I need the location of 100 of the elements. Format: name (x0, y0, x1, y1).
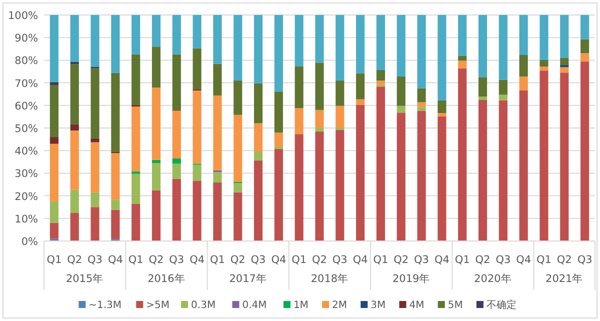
bar (152, 163, 161, 190)
bar (70, 212, 79, 241)
bar (50, 201, 58, 223)
bar (315, 15, 324, 63)
bar (50, 222, 58, 239)
bar (396, 76, 406, 106)
bar (376, 80, 386, 85)
bar (417, 107, 426, 111)
x-tick-label: Q4 (271, 254, 286, 266)
x-tick-label: Q4 (516, 254, 532, 266)
bar (498, 15, 508, 80)
x-tick-label: Q3 (414, 254, 430, 266)
x-tick-label: Q1 (46, 254, 62, 266)
bar (376, 70, 386, 81)
bar (336, 80, 344, 106)
bar (560, 67, 569, 73)
bar (438, 116, 446, 241)
y-tick-label: 60% (14, 100, 38, 112)
bar (458, 68, 467, 241)
text: 2019年 (392, 273, 430, 285)
x-tick-label: Q2 (556, 254, 572, 266)
bar (111, 200, 120, 210)
y-tick-label: 20% (14, 190, 38, 203)
bar (376, 86, 386, 241)
legend-label: 0.4M (242, 300, 267, 311)
bar (274, 15, 283, 92)
bar (152, 46, 161, 88)
bar (50, 137, 58, 144)
y-tick-label: 90% (14, 32, 38, 45)
bar (478, 96, 488, 100)
bar (580, 62, 590, 241)
bar (254, 83, 263, 124)
bar (274, 92, 283, 133)
text: 2021年 (546, 273, 584, 285)
bar (519, 15, 528, 55)
y-tick-label: 10% (14, 213, 38, 226)
bar (111, 15, 120, 73)
x-tick-label: Q1 (210, 254, 225, 266)
x-tick-label: Q1 (454, 254, 470, 266)
legend-label: >5M (146, 300, 170, 311)
x-tick-label: Q3 (169, 254, 184, 266)
bar (111, 153, 120, 200)
bar (234, 183, 242, 192)
bar (90, 207, 100, 241)
bar (132, 171, 140, 174)
bar (70, 64, 79, 124)
bar (540, 70, 548, 241)
bar (90, 68, 100, 138)
text: 2017年 (229, 273, 267, 285)
bar (152, 15, 161, 47)
bar (540, 66, 548, 71)
bar (519, 76, 528, 90)
bar (132, 106, 140, 172)
bar (376, 15, 386, 70)
bar (580, 53, 590, 62)
legend-label: 3M (370, 300, 386, 311)
bar (192, 164, 202, 181)
bar (540, 15, 548, 60)
bar (315, 131, 324, 241)
bar (519, 90, 528, 241)
x-tick-label: Q2 (394, 254, 409, 266)
bar (90, 142, 100, 192)
x-tick-label: Q4 (434, 254, 450, 266)
legend-label: ~1.3M (88, 300, 122, 311)
bar (294, 66, 304, 108)
bar (50, 144, 58, 202)
bar (294, 134, 304, 241)
bar (356, 99, 365, 105)
bar (498, 94, 508, 100)
bar (213, 182, 222, 241)
bar (50, 85, 58, 138)
legend-label: 不确定 (486, 299, 516, 311)
legend-label: 0.3M (191, 300, 216, 311)
bar (172, 164, 181, 179)
bar (417, 88, 426, 102)
bar (70, 190, 79, 213)
bar (90, 15, 100, 67)
bar (294, 15, 304, 67)
bar (213, 172, 222, 182)
bar (132, 174, 140, 204)
bar (192, 90, 202, 164)
bar (498, 80, 508, 95)
bar (560, 72, 569, 241)
bar (315, 128, 324, 132)
x-tick-label: Q3 (577, 254, 592, 266)
bar (336, 106, 344, 128)
bar (213, 15, 222, 64)
x-tick-label: Q3 (250, 254, 266, 266)
y-tick-label: 100% (8, 10, 38, 22)
bar (478, 100, 488, 241)
x-tick-label: Q2 (475, 254, 490, 266)
bar (254, 160, 263, 241)
x-tick-label: Q2 (67, 254, 82, 266)
text: 2015年 (66, 273, 104, 285)
bar (192, 180, 202, 241)
legend-label: 4M (409, 300, 424, 311)
bar (478, 77, 488, 97)
bar (172, 54, 181, 110)
y-tick-label: 0% (21, 236, 38, 248)
bar (90, 138, 100, 142)
